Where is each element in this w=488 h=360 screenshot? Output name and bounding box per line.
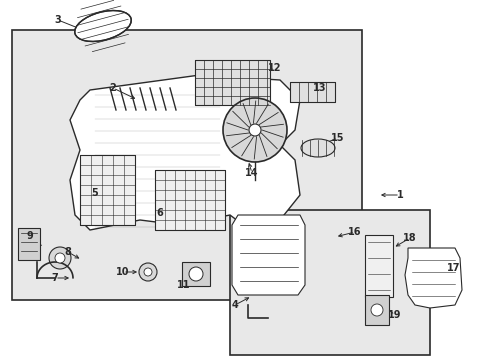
- Bar: [289, 82, 334, 102]
- Ellipse shape: [248, 124, 261, 136]
- Bar: [182, 262, 209, 286]
- Bar: [229, 210, 429, 355]
- Text: 15: 15: [330, 133, 344, 143]
- Polygon shape: [404, 248, 461, 308]
- Ellipse shape: [143, 268, 152, 276]
- Bar: [155, 170, 224, 230]
- Text: 3: 3: [55, 15, 61, 25]
- Text: 7: 7: [52, 273, 58, 283]
- Ellipse shape: [223, 98, 286, 162]
- Ellipse shape: [139, 263, 157, 281]
- Text: 14: 14: [245, 168, 258, 178]
- Bar: [12, 30, 361, 300]
- Text: 13: 13: [313, 83, 326, 93]
- Text: 2: 2: [109, 83, 116, 93]
- Text: 4: 4: [231, 300, 238, 310]
- Ellipse shape: [370, 304, 382, 316]
- Text: 19: 19: [387, 310, 401, 320]
- Ellipse shape: [301, 139, 334, 157]
- Text: 10: 10: [116, 267, 129, 277]
- Text: 12: 12: [268, 63, 281, 73]
- Bar: [195, 60, 269, 105]
- Text: 6: 6: [156, 208, 163, 218]
- Text: 9: 9: [26, 231, 33, 241]
- Polygon shape: [231, 215, 305, 295]
- Ellipse shape: [55, 253, 65, 263]
- Text: 18: 18: [403, 233, 416, 243]
- Polygon shape: [70, 75, 299, 230]
- Bar: [18, 228, 40, 260]
- Ellipse shape: [49, 247, 71, 269]
- Text: 8: 8: [64, 247, 71, 257]
- Ellipse shape: [189, 267, 203, 281]
- Text: 11: 11: [177, 280, 190, 290]
- Text: 1: 1: [396, 190, 403, 200]
- Bar: [364, 235, 392, 297]
- Bar: [80, 155, 135, 225]
- Bar: [364, 295, 388, 325]
- Text: 16: 16: [347, 227, 361, 237]
- Text: 5: 5: [91, 188, 98, 198]
- Ellipse shape: [75, 10, 131, 41]
- Text: 17: 17: [447, 263, 460, 273]
